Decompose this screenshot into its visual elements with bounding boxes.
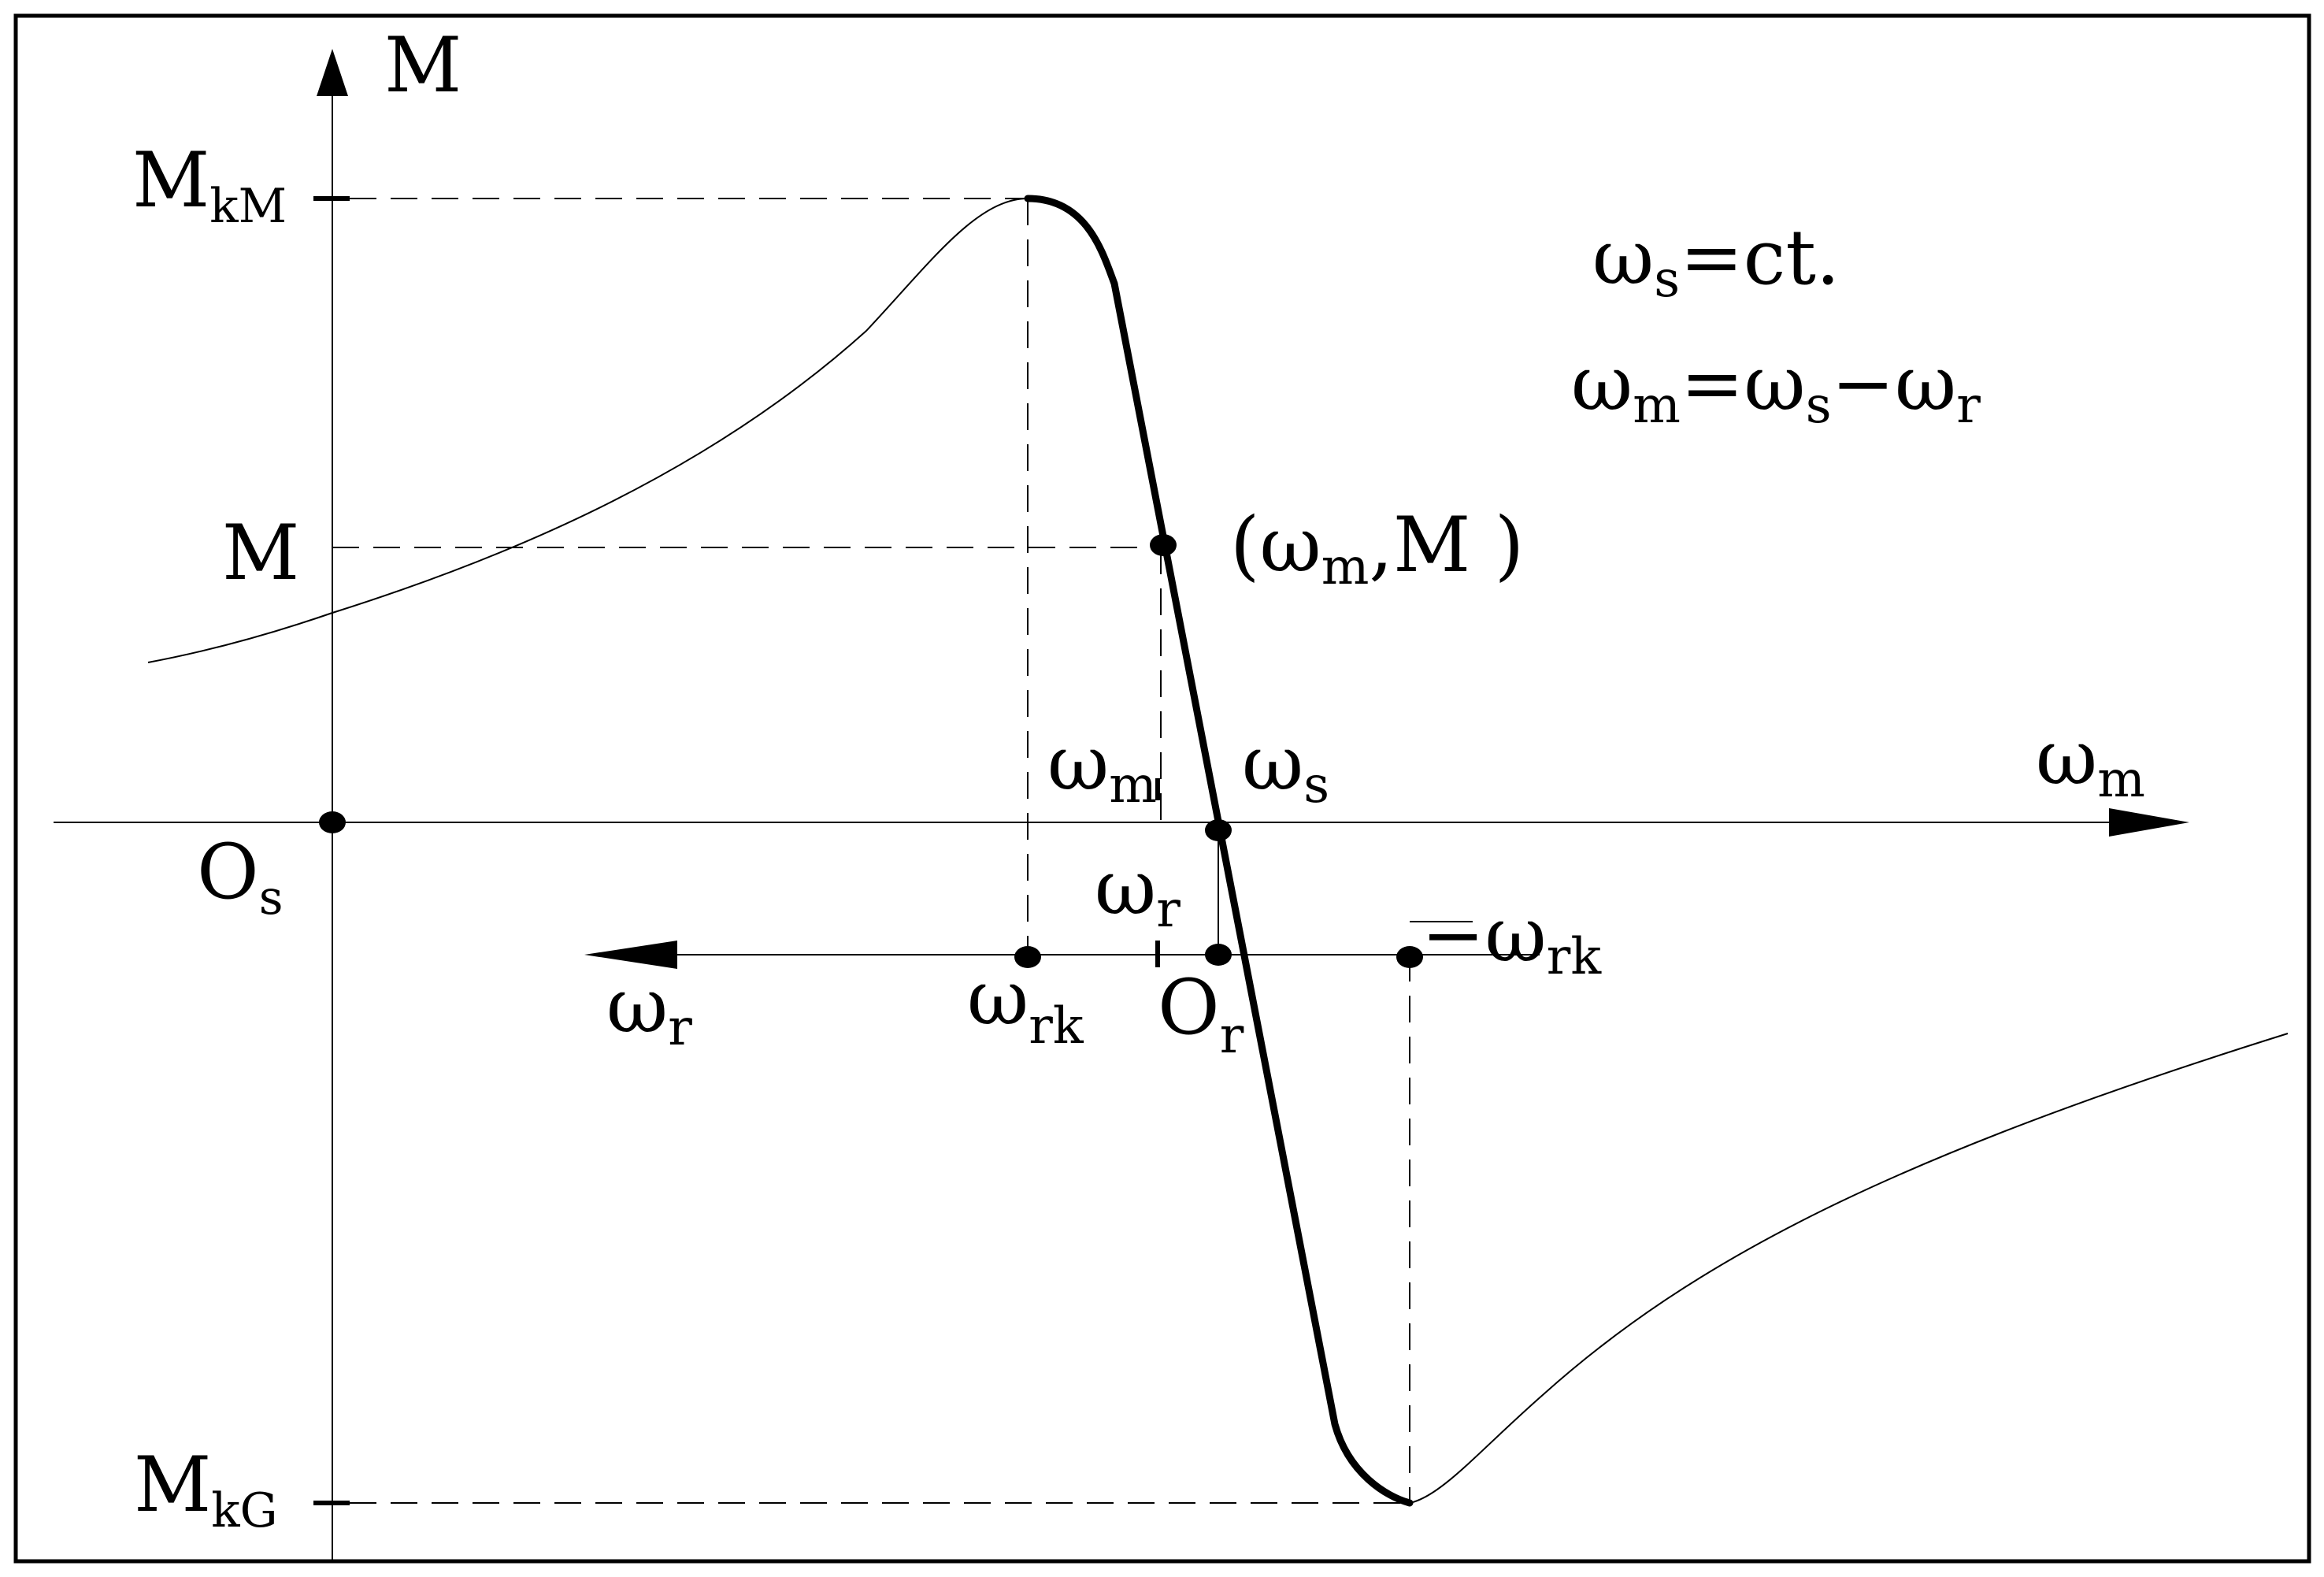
equation-wm-relation: ωm=ωs−ωr [1571, 340, 1981, 435]
origin-s-label: Os [197, 828, 284, 926]
neg-wrk-point [1396, 946, 1423, 968]
neg-wrk-label: −ωrk [1421, 891, 1602, 986]
wm-axis-arrowhead [2109, 808, 2189, 837]
m-level-label: M [222, 509, 299, 597]
torque-curve-generator-branch [1409, 1033, 2289, 1504]
mkm-label: MkM [132, 136, 287, 234]
torque-curve-stable-region [1024, 195, 1414, 1507]
wm-point-label: ωm [1047, 719, 1157, 814]
wr-point-label: ωr [1095, 844, 1181, 939]
m-axis-label: M [384, 21, 461, 109]
operating-point [1150, 534, 1177, 556]
wrk-label: ωrk [967, 954, 1084, 1056]
ws-point-label: ωs [1242, 719, 1329, 814]
origin-r-label: Or [1158, 963, 1244, 1065]
ws-point [1205, 819, 1232, 841]
wr-axis-label: ωr [606, 962, 692, 1057]
origin-r-point [1205, 944, 1232, 966]
m-axis-arrowhead [317, 49, 348, 96]
operating-point-label: (ωm,M ) [1230, 501, 1524, 596]
mkg-label: MkG [134, 1441, 278, 1538]
wm-axis-label: ωm [2036, 714, 2145, 809]
torque-curve-motor-branch [147, 198, 1029, 663]
diagram-frame [13, 13, 2311, 1564]
wr-axis-arrowhead [584, 941, 677, 969]
equation-ws-constant: ωs=ct. [1592, 213, 1840, 309]
origin-s-point [319, 811, 346, 833]
wrk-point [1014, 946, 1041, 968]
